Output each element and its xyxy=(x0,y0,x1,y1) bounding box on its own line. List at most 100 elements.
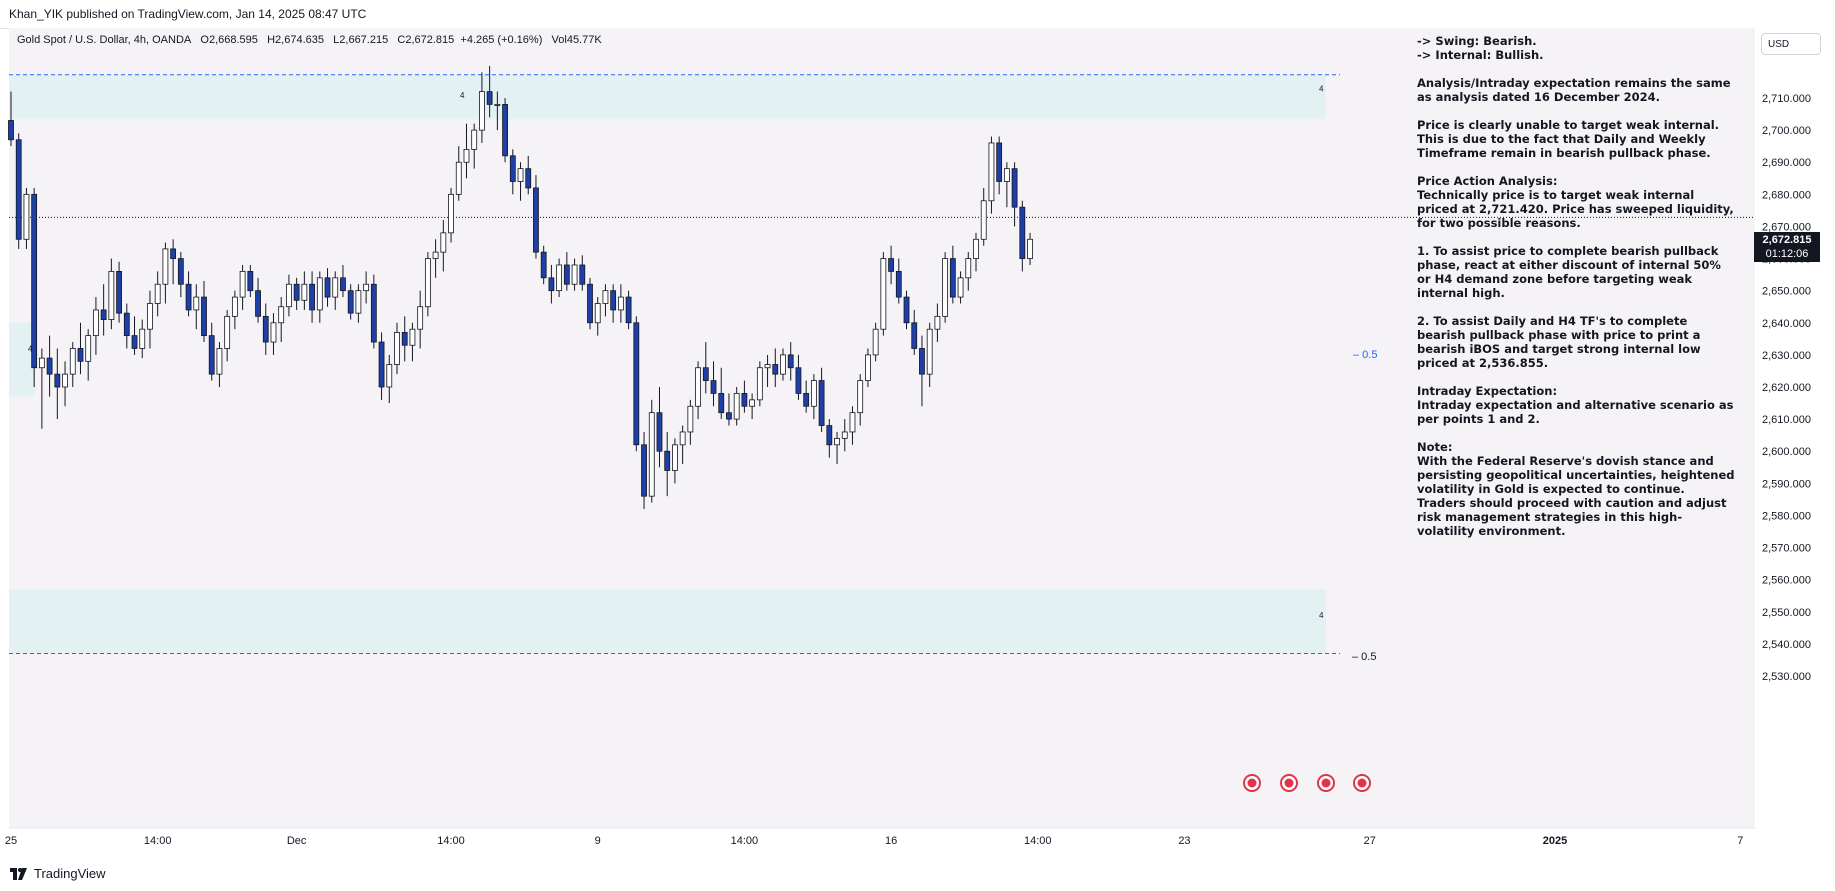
candle-body[interactable] xyxy=(286,283,292,308)
candle-body[interactable] xyxy=(494,104,501,106)
candle-body[interactable] xyxy=(641,444,647,497)
price-axis-background[interactable] xyxy=(1755,28,1835,828)
candle-body[interactable] xyxy=(201,296,207,337)
candle-body[interactable] xyxy=(54,373,61,388)
candle-body[interactable] xyxy=(424,258,431,308)
candle-body[interactable] xyxy=(548,277,555,292)
candle-body[interactable] xyxy=(587,283,593,324)
candle-body[interactable] xyxy=(702,367,709,381)
candle-body[interactable] xyxy=(247,270,254,292)
candle-body[interactable] xyxy=(803,393,810,407)
candle-body[interactable] xyxy=(177,258,184,285)
candle-body[interactable] xyxy=(340,277,346,292)
candle-body[interactable] xyxy=(571,264,578,285)
candle-body[interactable] xyxy=(62,373,68,388)
candle-body[interactable] xyxy=(957,277,964,298)
candle-body[interactable] xyxy=(895,270,902,298)
candle-body[interactable] xyxy=(123,312,130,337)
candle-body[interactable] xyxy=(8,120,14,141)
chart-area[interactable]: 4 4 4 4 – 0.5 – 0.5 2,530.000 2,540.000 2,550.00… xyxy=(0,28,1835,856)
candle-body[interactable] xyxy=(594,303,601,324)
candle-body[interactable] xyxy=(726,412,732,420)
candle-body[interactable] xyxy=(502,104,508,157)
candle-body[interactable] xyxy=(378,341,385,388)
candle-body[interactable] xyxy=(888,258,894,272)
candle-body[interactable] xyxy=(170,248,177,259)
candle-body[interactable] xyxy=(46,357,53,375)
currency-button[interactable]: USD xyxy=(1761,33,1821,55)
candle-body[interactable] xyxy=(162,248,169,285)
candle-body[interactable] xyxy=(625,296,632,324)
tradingview-logo[interactable]: TradingView xyxy=(10,866,106,881)
candle-body[interactable] xyxy=(610,290,617,311)
candle-body[interactable] xyxy=(857,380,864,414)
candle-body[interactable] xyxy=(15,139,22,240)
candle-body[interactable] xyxy=(255,290,261,317)
candle-body[interactable] xyxy=(756,367,763,401)
candle-body[interactable] xyxy=(579,264,586,285)
candle-body[interactable] xyxy=(818,380,825,426)
candle-body[interactable] xyxy=(224,315,231,349)
candle-body[interactable] xyxy=(865,354,871,381)
candle-body[interactable] xyxy=(208,335,215,375)
candle-body[interactable] xyxy=(147,303,153,330)
candle-body[interactable] xyxy=(324,277,331,298)
candle-body[interactable] xyxy=(440,232,447,253)
candle-body[interactable] xyxy=(231,296,238,317)
candle-body[interactable] xyxy=(363,283,370,292)
candle-body[interactable] xyxy=(633,322,640,446)
candle-body[interactable] xyxy=(556,264,563,292)
candle-body[interactable] xyxy=(533,187,539,253)
candle-body[interactable] xyxy=(85,335,92,362)
candle-body[interactable] xyxy=(787,354,794,369)
candle-body[interactable] xyxy=(718,393,725,414)
candle-body[interactable] xyxy=(834,437,840,446)
candle-body[interactable] xyxy=(926,328,933,375)
candle-body[interactable] xyxy=(486,91,493,105)
candle-body[interactable] xyxy=(23,193,30,240)
candle-body[interactable] xyxy=(479,91,485,131)
candle-body[interactable] xyxy=(386,364,393,388)
candle-body[interactable] xyxy=(695,367,701,407)
candle-body[interactable] xyxy=(509,155,516,182)
candle-body[interactable] xyxy=(919,348,925,375)
candle-body[interactable] xyxy=(872,328,879,356)
candle-body[interactable] xyxy=(780,354,786,375)
candle-body[interactable] xyxy=(131,335,138,349)
candle-body[interactable] xyxy=(262,315,269,343)
candle-body[interactable] xyxy=(525,168,532,189)
candle-body[interactable] xyxy=(911,322,918,349)
candle-body[interactable] xyxy=(741,393,748,407)
candle-body[interactable] xyxy=(602,290,609,304)
candle-body[interactable] xyxy=(301,283,308,301)
candle-body[interactable] xyxy=(463,148,470,163)
candle-body[interactable] xyxy=(270,322,277,343)
candle-body[interactable] xyxy=(1011,168,1018,208)
candle-body[interactable] xyxy=(764,364,771,369)
candle-body[interactable] xyxy=(849,412,856,433)
candle-body[interactable] xyxy=(455,161,462,195)
candle-body[interactable] xyxy=(38,357,45,369)
time-axis-background[interactable] xyxy=(0,828,1835,856)
candle-body[interactable] xyxy=(1003,168,1010,182)
candle-body[interactable] xyxy=(903,296,910,324)
price-chart[interactable]: 4 4 4 4 – 0.5 – 0.5 2,530.000 2,540.000 2,550.00… xyxy=(0,28,1835,856)
candle-body[interactable] xyxy=(749,399,756,407)
candle-body[interactable] xyxy=(664,450,671,471)
candle-body[interactable] xyxy=(116,270,122,314)
candle-body[interactable] xyxy=(949,258,956,298)
candle-body[interactable] xyxy=(448,193,454,234)
candle-body[interactable] xyxy=(826,425,833,446)
candle-body[interactable] xyxy=(347,290,354,314)
candle-body[interactable] xyxy=(394,332,400,365)
candle-body[interactable] xyxy=(31,193,38,369)
candle-body[interactable] xyxy=(772,364,779,375)
candle-body[interactable] xyxy=(656,412,663,452)
candle-body[interactable] xyxy=(100,309,107,320)
candle-body[interactable] xyxy=(185,283,192,311)
candle-body[interactable] xyxy=(965,258,972,279)
candle-body[interactable] xyxy=(93,309,99,337)
candle-body[interactable] xyxy=(841,431,848,439)
candle-body[interactable] xyxy=(193,296,200,311)
candle-body[interactable] xyxy=(139,328,146,349)
